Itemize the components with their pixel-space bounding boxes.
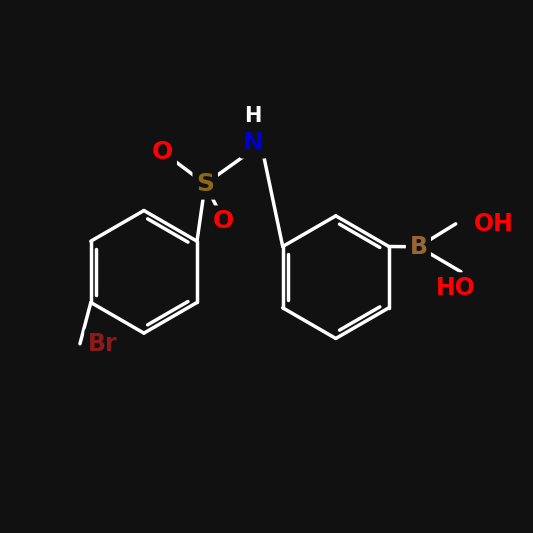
Text: B: B <box>409 235 427 259</box>
Text: Br: Br <box>88 332 118 356</box>
Text: N: N <box>243 131 264 155</box>
Text: OH: OH <box>474 212 514 236</box>
Text: O: O <box>152 140 173 164</box>
Text: HO: HO <box>436 276 475 300</box>
Text: H: H <box>245 106 262 126</box>
Text: S: S <box>196 172 214 196</box>
Text: O: O <box>213 209 235 233</box>
